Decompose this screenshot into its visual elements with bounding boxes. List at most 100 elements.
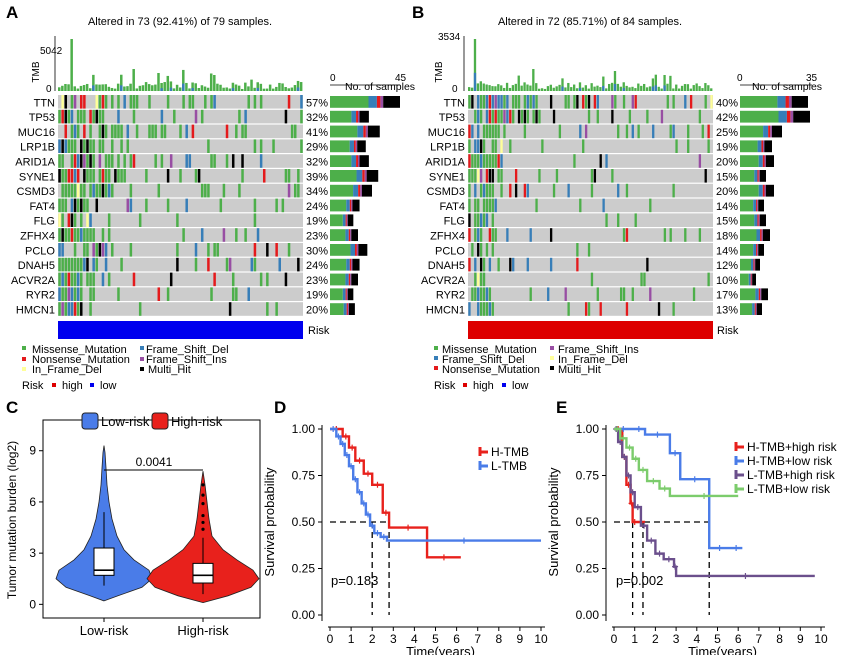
mutation-cell <box>104 183 108 198</box>
oncoprint-b-grid <box>468 95 713 316</box>
censor-mark <box>440 554 447 561</box>
gene-count-bar <box>349 199 352 212</box>
gene-label-syne1: SYNE1 <box>429 171 465 183</box>
mutation-cell <box>526 183 529 198</box>
mutation-cell <box>535 198 538 213</box>
mutation-cell <box>256 228 260 242</box>
x-tick-label: 2 <box>652 632 659 646</box>
oncoprint-row-bg <box>468 243 713 257</box>
mutation-cell <box>61 183 64 198</box>
mutation-cell <box>488 287 492 301</box>
mutation-cell <box>474 139 477 153</box>
gene-percent-arid1a: 20% <box>716 157 738 169</box>
mutation-cell <box>107 213 111 227</box>
gene-count-bar <box>366 170 379 182</box>
gene-count-bar <box>330 273 346 286</box>
gene-count-bar <box>756 303 762 315</box>
mutation-cell <box>117 124 120 139</box>
mutation-cell <box>611 169 614 183</box>
y-tick-label: 3 <box>29 546 36 560</box>
mutation-cell <box>89 183 92 198</box>
censor-mark <box>360 500 367 507</box>
mutation-cell <box>482 302 486 316</box>
tmb-bar <box>689 88 692 91</box>
tmb-bar <box>468 87 471 91</box>
box-low-risk <box>93 547 115 576</box>
mutation-cell <box>526 257 529 272</box>
mutation-cell <box>86 272 89 287</box>
mutation-cell <box>485 243 489 257</box>
mutation-cell <box>491 169 494 183</box>
gene-percent-hmcn1: 13% <box>716 305 738 317</box>
tmb-bar <box>538 88 541 91</box>
mutation-cell <box>73 124 77 139</box>
oncoprint-a-axis-max: 45 <box>395 73 407 84</box>
tmb-bar <box>663 75 666 91</box>
mutation-cell <box>300 139 303 153</box>
panel-label-c: C <box>6 398 18 417</box>
gene-count-bar <box>359 155 369 167</box>
legend-swatch-low-risk <box>81 412 99 430</box>
tmb-bar <box>634 88 637 91</box>
tmb-bar-segment <box>92 85 95 91</box>
gene-count-bar <box>330 214 343 227</box>
tmb-bar <box>628 87 631 91</box>
mutation-cell <box>253 139 257 153</box>
mutation-cell <box>76 169 80 183</box>
mutation-cell <box>58 243 61 257</box>
censor-mark <box>356 489 363 496</box>
mutation-cell <box>92 243 95 257</box>
mutation-cell <box>278 257 281 272</box>
x-tick-label: 7 <box>474 632 481 646</box>
mutation-cell <box>166 198 170 213</box>
mutation-cell <box>70 302 74 316</box>
gene-count-bar <box>357 125 364 138</box>
mutation-cell <box>104 95 108 109</box>
mutation-cell <box>479 243 483 257</box>
mutation-cell <box>83 124 86 139</box>
mutation-cell <box>584 95 588 109</box>
x-tick-label: 4 <box>411 632 418 646</box>
tmb-bar-segment <box>182 83 185 91</box>
mutation-cell <box>80 272 83 287</box>
gene-count-bar <box>330 155 352 167</box>
mutation-cell <box>652 124 655 139</box>
tmb-bar <box>64 84 67 91</box>
y-tick-label: 0.25 <box>292 562 316 576</box>
oncoprint-row-bg <box>468 124 713 139</box>
gene-count-bar <box>348 229 351 241</box>
tmb-bar <box>79 85 83 91</box>
mutation-cell <box>73 213 77 227</box>
mutation-cell <box>145 169 148 183</box>
mutation-cell <box>64 169 68 183</box>
gene-count-bar <box>758 184 763 197</box>
mutation-cell <box>529 228 532 242</box>
mutation-cell <box>114 124 117 139</box>
mutation-cell <box>98 183 102 198</box>
mutation-cell <box>92 228 95 242</box>
tmb-bar <box>503 87 506 91</box>
gene-count-bar <box>352 199 360 212</box>
legend-b: Missense_Mutation Frame_Shift_Ins Frame_… <box>434 344 639 392</box>
mutation-cell <box>138 302 142 316</box>
censor-mark <box>635 426 642 432</box>
mutation-cell <box>92 169 95 183</box>
mutation-cell <box>485 302 489 316</box>
mutation-cell <box>70 95 74 109</box>
oncoprint-a-risk-label: Risk <box>308 325 330 337</box>
tmb-bar <box>599 87 602 91</box>
gene-count-bar <box>758 155 763 167</box>
mutation-cell <box>76 228 80 242</box>
tmb-bar <box>206 87 210 91</box>
censor-mark <box>339 440 346 447</box>
mutation-cell <box>491 95 494 109</box>
legend-a-multi-hit: Multi_Hit <box>148 364 191 376</box>
mutation-cell <box>89 228 92 242</box>
mutation-cell <box>86 257 89 272</box>
mutation-cell <box>500 154 503 168</box>
mutation-cell <box>491 243 494 257</box>
tmb-bar <box>631 86 634 91</box>
oncoprint-row-bg <box>468 213 713 227</box>
panel-label-a: A <box>6 3 18 22</box>
mutation-cell <box>471 124 474 139</box>
